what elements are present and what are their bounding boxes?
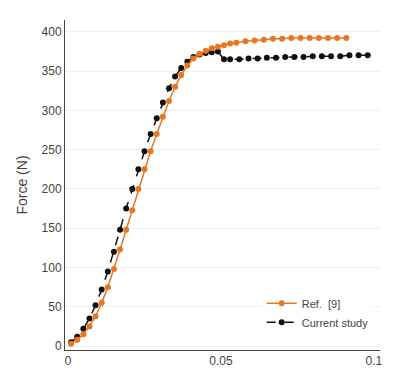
svg-text:100: 100 bbox=[42, 261, 62, 275]
svg-text:400: 400 bbox=[42, 25, 62, 39]
svg-text:250: 250 bbox=[42, 143, 62, 157]
svg-text:150: 150 bbox=[42, 221, 62, 235]
svg-text:Ref. [9]: Ref. [9] bbox=[302, 298, 341, 310]
svg-text:0: 0 bbox=[65, 354, 72, 368]
svg-text:50: 50 bbox=[48, 300, 62, 314]
svg-text:200: 200 bbox=[42, 182, 62, 196]
svg-text:Current study: Current study bbox=[302, 317, 369, 329]
svg-text:Force (N): Force (N) bbox=[14, 155, 30, 214]
svg-text:0: 0 bbox=[55, 339, 62, 353]
svg-text:350: 350 bbox=[42, 64, 62, 78]
svg-text:0.05: 0.05 bbox=[209, 354, 233, 368]
svg-text:0.1: 0.1 bbox=[366, 354, 383, 368]
svg-text:300: 300 bbox=[42, 104, 62, 118]
